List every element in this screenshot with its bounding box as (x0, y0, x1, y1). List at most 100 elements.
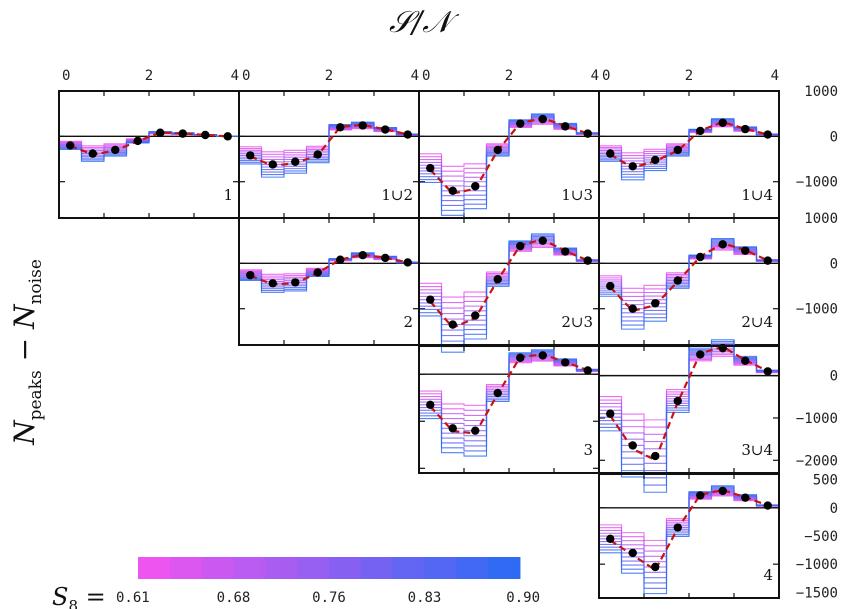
colorbar-band (488, 557, 521, 579)
colorbar-band (424, 557, 457, 579)
data-point (223, 132, 232, 141)
data-point (696, 252, 705, 262)
colorbar-ticks: 0.61 0.68 0.76 0.83 0.90 (116, 590, 540, 606)
data-point (628, 441, 637, 450)
y-tick-label: −1500 (796, 585, 838, 601)
data-point (718, 118, 727, 127)
panel-3: 3 (418, 345, 600, 474)
data-point (403, 258, 412, 267)
panel-4: 4 (598, 473, 780, 599)
x-tick-label: 0 (242, 68, 250, 84)
panel-2∪4: 2∪4 (598, 217, 780, 346)
data-point (763, 256, 772, 265)
data-point (673, 523, 682, 532)
x-tick-label: 4 (771, 68, 779, 84)
colorbar-band (456, 557, 489, 579)
model-curve (599, 485, 779, 595)
data-point (583, 129, 592, 138)
colorbar-band (392, 557, 425, 579)
data-point (763, 130, 772, 139)
data-point (651, 155, 660, 165)
data-point (628, 162, 637, 171)
data-point (493, 275, 502, 284)
colorbar-label-sub: 8 (68, 597, 78, 609)
data-point (673, 145, 682, 155)
colorbar-steps (138, 557, 521, 579)
data-point (381, 125, 390, 134)
data-point (538, 114, 547, 124)
data-point (448, 186, 457, 195)
y-title-sub2: noise (26, 259, 46, 304)
panel-1∪3: 1∪3 (418, 90, 600, 219)
data-point (696, 126, 705, 136)
data-point (583, 256, 592, 265)
data-point (493, 388, 502, 398)
colorbar-band (329, 557, 362, 579)
panel-frame (598, 473, 780, 599)
y-tick-label: −1000 (796, 302, 838, 318)
panel-label: 3 (583, 441, 593, 459)
data-point (426, 295, 435, 304)
data-point (741, 124, 750, 134)
y-title-base: N (8, 419, 41, 446)
right-y-ticks: 1000 0 −1000 1000 0 −1000 0 −1000 −2000 500 0 −500 −… (796, 84, 838, 601)
x-tick-label: 0 (62, 68, 70, 84)
data-point (673, 396, 682, 406)
data-point (66, 141, 75, 150)
y-title-mid: − N (8, 303, 41, 370)
data-point (313, 150, 322, 159)
colorbar-tick-label: 0.90 (506, 590, 540, 606)
panel-label: 1∪4 (741, 186, 773, 204)
data-point (628, 304, 637, 313)
y-tick-label: 0 (830, 129, 838, 145)
data-point (741, 356, 750, 366)
x-tick-label: 2 (145, 68, 153, 84)
data-point (268, 160, 277, 169)
y-tick-label: 500 (813, 473, 838, 489)
data-point (606, 409, 615, 418)
panel-label: 2 (403, 313, 413, 331)
data-point (516, 241, 525, 251)
colorbar-band (169, 557, 203, 579)
y-tick-label: −1000 (796, 411, 838, 427)
data-point (516, 353, 525, 362)
panel-grid: 1 1∪2 1∪3 1∪4 2 2∪3 2∪4 3 3∪4 4 (58, 90, 780, 599)
colorbar-band (360, 557, 394, 579)
model-curve (599, 339, 779, 493)
colorbar-tick-label: 0.61 (116, 590, 150, 606)
data-point (763, 367, 772, 376)
data-point (133, 136, 142, 146)
data-point (696, 350, 705, 359)
panel-1: 1 (58, 90, 240, 219)
x-tick-label: 2 (505, 68, 513, 84)
data-point (246, 270, 255, 280)
y-axis-title: Npeaks − Nnoise (8, 259, 46, 446)
panel-label: 1∪2 (381, 186, 413, 204)
panel-label: 1∪3 (561, 186, 593, 204)
data-point (471, 182, 480, 191)
colorbar-tick-label: 0.83 (408, 590, 442, 606)
y-tick-label: 0 (830, 369, 838, 385)
y-title-sub1: peaks (26, 370, 46, 420)
colorbar-band (265, 557, 298, 579)
data-point (426, 163, 435, 173)
data-point (538, 351, 547, 360)
colorbar-band (138, 557, 171, 579)
panel-2: 2 (238, 217, 420, 346)
x-axis-title: 𝒮/𝒩 (389, 5, 460, 40)
data-point (88, 149, 97, 158)
data-point (763, 501, 772, 510)
data-point (268, 279, 277, 288)
data-point (538, 236, 547, 245)
colorbar-label-base: S (52, 583, 68, 609)
y-tick-label: 1000 (804, 84, 838, 100)
data-point (358, 121, 367, 130)
panel-1∪2: 1∪2 (238, 90, 420, 219)
y-tick-label: −500 (804, 529, 838, 545)
data-point (178, 129, 187, 138)
y-tick-label: 1000 (804, 211, 838, 227)
data-point (741, 493, 750, 502)
data-point (358, 250, 367, 260)
colorbar-label-suffix: = (78, 583, 106, 609)
